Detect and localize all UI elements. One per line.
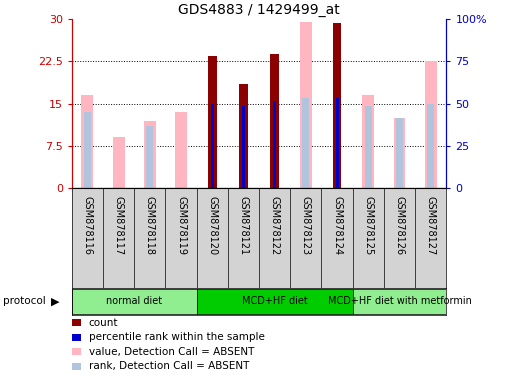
Bar <box>242 106 245 188</box>
Text: GSM878122: GSM878122 <box>270 196 280 255</box>
Text: GSM878117: GSM878117 <box>114 196 124 255</box>
FancyBboxPatch shape <box>353 290 446 313</box>
Bar <box>336 98 339 188</box>
Text: percentile rank within the sample: percentile rank within the sample <box>89 332 265 342</box>
Bar <box>425 61 437 188</box>
Text: GSM878126: GSM878126 <box>394 196 404 255</box>
Text: GSM878118: GSM878118 <box>145 196 155 255</box>
Bar <box>393 118 405 188</box>
Text: GSM878125: GSM878125 <box>363 196 373 255</box>
Bar <box>211 104 214 188</box>
Text: GSM878121: GSM878121 <box>239 196 248 255</box>
Bar <box>362 95 374 188</box>
Bar <box>396 118 403 188</box>
Bar <box>365 106 372 188</box>
Text: GSM878120: GSM878120 <box>207 196 217 255</box>
Text: protocol: protocol <box>3 296 45 306</box>
Text: GSM878116: GSM878116 <box>83 196 92 255</box>
Text: GSM878127: GSM878127 <box>426 196 436 255</box>
Bar <box>300 22 312 188</box>
FancyBboxPatch shape <box>72 290 196 313</box>
Text: ▶: ▶ <box>51 296 60 306</box>
Title: GDS4883 / 1429499_at: GDS4883 / 1429499_at <box>178 3 340 17</box>
Text: MCD+HF diet: MCD+HF diet <box>242 296 308 306</box>
FancyBboxPatch shape <box>196 290 353 313</box>
Bar <box>333 23 342 188</box>
Bar <box>427 104 434 188</box>
Bar <box>239 84 248 188</box>
Bar <box>273 101 276 188</box>
Text: value, Detection Call = ABSENT: value, Detection Call = ABSENT <box>89 347 254 357</box>
Bar <box>113 137 125 188</box>
Text: GSM878124: GSM878124 <box>332 196 342 255</box>
Text: normal diet: normal diet <box>106 296 162 306</box>
Bar <box>84 112 91 188</box>
Bar <box>208 56 216 188</box>
Text: MCD+HF diet with metformin: MCD+HF diet with metformin <box>328 296 471 306</box>
Bar <box>175 112 187 188</box>
Text: GSM878119: GSM878119 <box>176 196 186 255</box>
Text: rank, Detection Call = ABSENT: rank, Detection Call = ABSENT <box>89 361 249 371</box>
Bar <box>82 95 93 188</box>
Bar <box>270 54 279 188</box>
Bar <box>303 98 309 188</box>
Text: GSM878123: GSM878123 <box>301 196 311 255</box>
Text: count: count <box>89 318 119 328</box>
Bar <box>144 121 156 188</box>
Bar <box>146 126 153 188</box>
